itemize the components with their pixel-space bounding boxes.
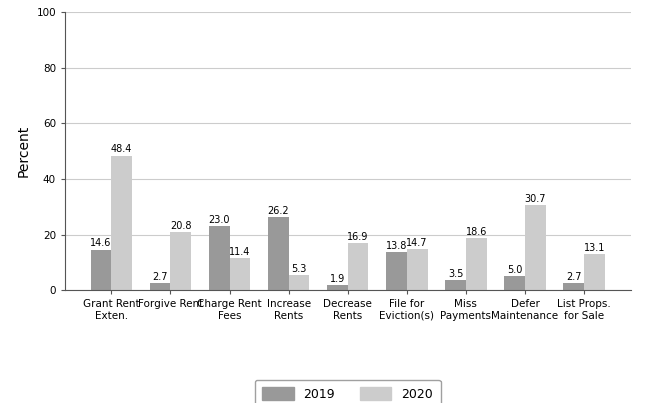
Bar (150, 283, 170, 290)
Text: 2.7: 2.7 (152, 272, 168, 282)
Text: 30.7: 30.7 (525, 194, 546, 204)
Bar (209, 226, 229, 290)
Bar (584, 254, 604, 290)
Bar (525, 205, 546, 290)
Bar (466, 239, 487, 290)
Bar (229, 258, 250, 290)
Bar (268, 217, 289, 290)
Text: 14.6: 14.6 (90, 239, 112, 248)
Bar (386, 252, 407, 290)
Text: 13.8: 13.8 (386, 241, 407, 251)
Bar (111, 156, 132, 290)
Bar (504, 276, 525, 290)
Text: 5.0: 5.0 (507, 265, 523, 275)
Text: 11.4: 11.4 (229, 247, 251, 258)
Text: 3.5: 3.5 (448, 269, 463, 279)
Bar (564, 283, 584, 290)
Bar (445, 280, 466, 290)
Text: 1.9: 1.9 (330, 274, 345, 284)
Text: 48.4: 48.4 (111, 144, 133, 154)
Bar (289, 275, 309, 290)
Text: 14.7: 14.7 (406, 238, 428, 248)
Bar (348, 243, 369, 290)
Bar (327, 285, 348, 290)
Text: 26.2: 26.2 (268, 206, 289, 216)
Y-axis label: Percent: Percent (17, 125, 31, 177)
Text: 23.0: 23.0 (209, 215, 230, 225)
Text: 5.3: 5.3 (291, 264, 307, 274)
Bar (91, 249, 111, 290)
Text: 13.1: 13.1 (584, 243, 605, 253)
Legend: 2019, 2020: 2019, 2020 (255, 380, 441, 403)
Text: 2.7: 2.7 (566, 272, 582, 282)
Text: 18.6: 18.6 (465, 227, 487, 237)
Text: 16.9: 16.9 (347, 232, 369, 242)
Bar (170, 232, 191, 290)
Text: 20.8: 20.8 (170, 221, 192, 231)
Bar (407, 249, 428, 290)
